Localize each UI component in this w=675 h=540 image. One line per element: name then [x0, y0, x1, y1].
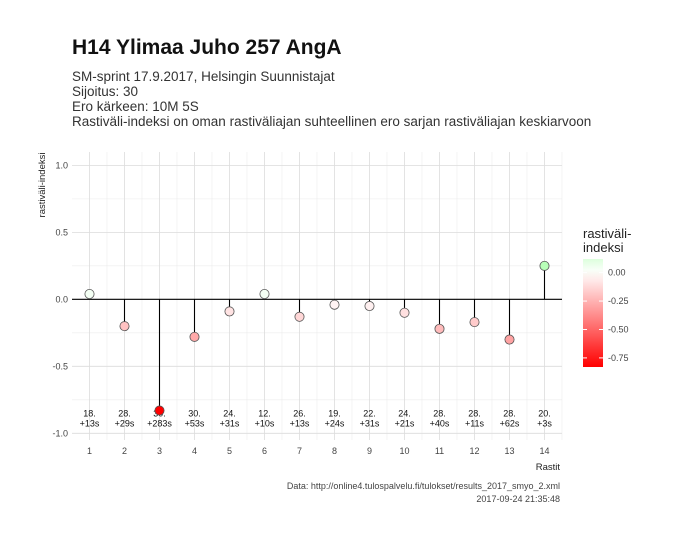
time-diff-label: +53s — [185, 419, 205, 429]
plot-area: 1.00.50.0-0.5-1.01 2 3 4 5 6 7 8 9 10 11 12 13 1418.+… — [52, 152, 563, 456]
legend-title-line: indeksi — [583, 240, 624, 255]
data-source-caption: Data: http://online4.tulospalvelu.fi/tul… — [287, 481, 560, 491]
x-tick-label: 13 — [504, 446, 514, 456]
y-tick-label: 0.5 — [55, 227, 68, 237]
rank-label: 28. — [118, 409, 131, 419]
data-point — [539, 260, 550, 271]
legend-tick-label: 0.00 — [608, 268, 626, 278]
x-tick-label: 4 — [192, 446, 197, 456]
data-point — [294, 311, 305, 322]
legend: rastiväli- indeksi 0.00 -0.25 -0.50 -0.75 — [583, 226, 631, 367]
time-diff-label: +21s — [395, 419, 415, 429]
legend-tick-label: -0.50 — [608, 324, 629, 334]
time-diff-label: +3s — [537, 419, 552, 429]
time-diff-label: +10s — [255, 419, 275, 429]
rank-label: 28. — [433, 409, 446, 419]
legend-tick-label: -0.75 — [608, 353, 629, 363]
time-diff-label: +29s — [115, 419, 135, 429]
time-diff-label: +62s — [500, 419, 520, 429]
legend-title-line: rastiväli- — [583, 226, 631, 241]
data-point — [469, 317, 480, 328]
time-diff-label: +13s — [80, 419, 100, 429]
data-point — [189, 331, 200, 342]
rank-label: 19. — [328, 409, 341, 419]
data-point — [399, 307, 410, 318]
data-point — [504, 334, 515, 345]
x-tick-label: 9 — [367, 446, 372, 456]
rank-label: 22. — [363, 409, 376, 419]
time-diff-label: +13s — [290, 419, 310, 429]
rank-label: 26. — [293, 409, 306, 419]
rank-label: 28. — [503, 409, 516, 419]
timestamp-caption: 2017-09-24 21:35:48 — [476, 494, 560, 504]
rank-label: 30. — [188, 409, 201, 419]
data-point — [259, 288, 270, 299]
data-point — [434, 323, 445, 334]
time-diff-label: +31s — [220, 419, 240, 429]
x-tick-label: 8 — [332, 446, 337, 456]
time-diff-label: +40s — [430, 419, 450, 429]
data-point — [154, 405, 165, 416]
x-tick-label: 7 — [297, 446, 302, 456]
x-tick-label: 2 — [122, 446, 127, 456]
subtitle-line: SM-sprint 17.9.2017, Helsingin Suunnista… — [72, 69, 335, 84]
data-point — [224, 306, 235, 317]
rank-label: 20. — [538, 409, 551, 419]
x-tick-label: 1 — [87, 446, 92, 456]
rank-label: 12. — [258, 409, 271, 419]
time-diff-label: +31s — [360, 419, 380, 429]
subtitle-line: Ero kärkeen: 10M 5S — [72, 99, 199, 114]
y-tick-label: -0.5 — [52, 361, 68, 371]
rank-label: 28. — [468, 409, 481, 419]
y-tick-label: 1.0 — [55, 160, 68, 170]
x-tick-label: 5 — [227, 446, 232, 456]
subtitle-line: Sijoitus: 30 — [72, 84, 138, 99]
data-point — [364, 301, 375, 312]
y-axis-title: rastiväli-indeksi — [37, 153, 48, 218]
y-tick-label: 0.0 — [55, 294, 68, 304]
time-diff-label: +283s — [147, 419, 172, 429]
x-tick-label: 14 — [539, 446, 549, 456]
x-axis-title: Rastit — [536, 462, 561, 473]
y-tick-label: -1.0 — [52, 428, 68, 438]
x-tick-label: 3 — [157, 446, 162, 456]
time-diff-label: +11s — [465, 419, 485, 429]
x-tick-label: 10 — [399, 446, 409, 456]
rank-label: 18. — [83, 409, 96, 419]
data-point — [329, 299, 340, 310]
subtitle-line: Rastiväli-indeksi on oman rastiväliajan … — [72, 114, 591, 129]
x-tick-label: 12 — [469, 446, 479, 456]
rank-label: 24. — [223, 409, 236, 419]
x-tick-label: 11 — [435, 446, 444, 456]
x-tick-label: 6 — [262, 446, 267, 456]
data-point — [84, 288, 95, 299]
time-diff-label: +24s — [325, 419, 345, 429]
legend-colorbar — [583, 259, 603, 367]
chart-title: H14 Ylimaa Juho 257 AngA — [72, 36, 342, 59]
data-point — [119, 321, 130, 332]
rank-label: 24. — [398, 409, 411, 419]
legend-tick-label: -0.25 — [608, 296, 629, 306]
